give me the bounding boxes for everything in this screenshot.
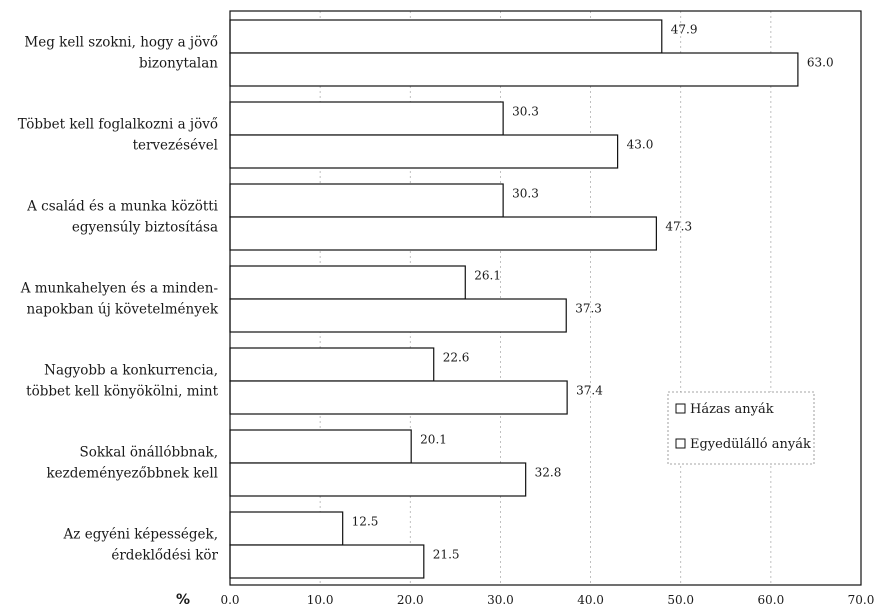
x-tick-label: 30.0 (487, 593, 514, 607)
value-label-egyedulallo-anyak: 43.0 (627, 138, 654, 152)
bar-hazas-anyak (229, 511, 344, 546)
bar-egyedulallo-anyak (229, 216, 657, 251)
category-label: Sokkal önállóbbnak, kezdeményezőbbnek kel… (47, 445, 219, 482)
legend-box (667, 391, 815, 465)
x-tick-label: 0.0 (220, 593, 239, 607)
x-tick-label: 10.0 (307, 593, 334, 607)
value-label-egyedulallo-anyak: 37.4 (576, 384, 603, 398)
value-label-egyedulallo-anyak: 37.3 (575, 302, 602, 316)
legend-swatch-hazas-anyak (675, 403, 686, 414)
value-label-hazas-anyak: 12.5 (352, 515, 379, 529)
category-label: A család és a munka közötti egyensúly biz… (26, 199, 219, 236)
bar-hazas-anyak (229, 347, 435, 382)
x-axis-ticks: 0.0 10.0 20.0 30.0 40.0 50.0 60.0 70.0 (220, 593, 874, 607)
x-tick-label: 70.0 (848, 593, 875, 607)
category-label: Az egyéni képességek, érdeklődési kör (63, 527, 219, 564)
category-labels: Meg kell szokni, hogy a jövő bizonytalan T… (18, 35, 219, 564)
value-label-hazas-anyak: 22.6 (443, 351, 470, 365)
legend-swatch-egyedulallo-anyak (675, 438, 686, 449)
category-label: A munkahelyen és a minden-napokban új kö… (20, 281, 219, 318)
value-label-hazas-anyak: 30.3 (512, 105, 539, 119)
bar-egyedulallo-anyak (229, 380, 568, 415)
x-tick-label: 50.0 (667, 593, 694, 607)
value-label-hazas-anyak: 26.1 (474, 269, 501, 283)
bar-egyedulallo-anyak (229, 134, 619, 169)
bar-hazas-anyak (229, 101, 504, 136)
bar-egyedulallo-anyak (229, 298, 567, 333)
value-label-egyedulallo-anyak: 21.5 (433, 548, 460, 562)
bar-hazas-anyak (229, 183, 504, 218)
bar-egyedulallo-anyak (229, 462, 527, 497)
bar-hazas-anyak (229, 19, 663, 54)
value-label-hazas-anyak: 30.3 (512, 187, 539, 201)
bar-hazas-anyak (229, 429, 412, 464)
value-label-egyedulallo-anyak: 32.8 (535, 466, 562, 480)
bar-egyedulallo-anyak (229, 52, 799, 87)
category-label: Nagyobb a konkurrencia, többet kell könyö… (26, 363, 218, 400)
x-tick-label: 20.0 (397, 593, 424, 607)
value-label-egyedulallo-anyak: 63.0 (807, 56, 834, 70)
value-label-hazas-anyak: 20.1 (420, 433, 447, 447)
category-label: Meg kell szokni, hogy a jövő bizonytalan (24, 35, 218, 72)
x-tick-label: 40.0 (577, 593, 604, 607)
value-labels: 47.9 63.0 30.3 43.0 30.3 47.3 26.1 37.3 22.6 37.4… (352, 23, 834, 562)
legend-label-egyedulallo-anyak: Egyedülálló anyák (690, 437, 811, 452)
bar-egyedulallo-anyak (229, 544, 425, 579)
category-label: Többet kell foglalkozni a jövő tervezésév… (18, 117, 218, 154)
x-axis-unit-label: % (176, 592, 190, 608)
x-tick-label: 60.0 (757, 593, 784, 607)
bar-hazas-anyak (229, 265, 466, 300)
value-label-hazas-anyak: 47.9 (671, 23, 698, 37)
legend-label-hazas-anyak: Házas anyák (690, 402, 774, 417)
value-label-egyedulallo-anyak: 47.3 (665, 220, 692, 234)
legend: Házas anyák Egyedülálló anyák (667, 391, 815, 465)
bars (229, 19, 799, 579)
plot-frame (229, 10, 862, 586)
